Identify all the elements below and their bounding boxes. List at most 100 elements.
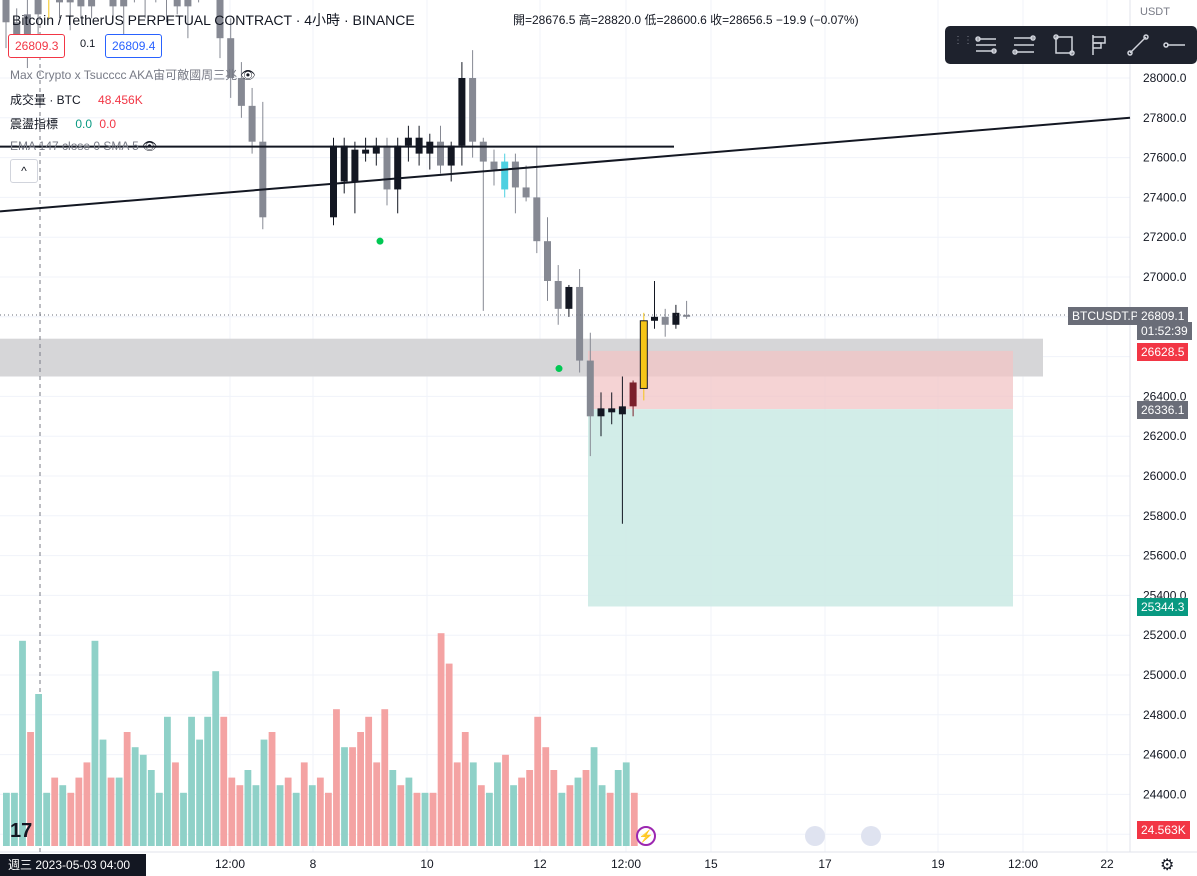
x-tick-label: 15 (704, 857, 718, 871)
volume-bar (453, 762, 461, 846)
volume-bar (518, 777, 525, 846)
long-position-icon[interactable] (1087, 32, 1113, 58)
currency-label[interactable]: USDT (1140, 6, 1170, 18)
volume-bar (308, 785, 316, 846)
volume-bar (349, 747, 356, 846)
volume-bar (91, 640, 99, 846)
volume-bar (341, 747, 348, 846)
symbol-title[interactable]: Bitcoin / TetherUS PERPETUAL CONTRACT · … (12, 12, 415, 28)
volume-bar (461, 732, 469, 846)
fib-retracement-icon[interactable] (1011, 32, 1037, 58)
tradingview-logo[interactable]: 17 (10, 820, 33, 842)
signal-dot (555, 365, 563, 373)
candle-body (2, 0, 10, 23)
volume-bar (381, 709, 389, 846)
hide-eye-icon[interactable]: 👁 (142, 139, 158, 153)
fib-channel-icon[interactable] (973, 32, 999, 58)
y-tick-label: 25000.0 (1143, 668, 1187, 682)
indicator-legend-1[interactable]: Max Crypto x Tsucccc AKA宙可敵國周三兆 👁 (10, 66, 256, 83)
indicator-legend-oscillator[interactable]: 震盪指標 0.0 0.0 (10, 115, 116, 132)
trend-line-icon[interactable] (1125, 32, 1151, 58)
volume-bar (405, 777, 413, 846)
x-tick-label: 10 (420, 857, 434, 871)
y-tick-label: 26000.0 (1143, 469, 1187, 483)
horizontal-ray-icon[interactable] (1161, 32, 1187, 58)
indicator-legend-ema[interactable]: EMA 147 close 0 SMA 5 👁 (10, 139, 157, 153)
volume-bar (469, 762, 477, 846)
signal-dot (376, 237, 384, 245)
gear-icon[interactable]: ⚙ (1160, 857, 1175, 874)
candle-body (216, 0, 224, 39)
volume-bar (574, 777, 582, 846)
volume-bar (236, 785, 244, 846)
hide-eye-icon[interactable]: 👁 (240, 68, 256, 82)
volume-bar (558, 792, 566, 846)
ema-label: EMA 147 close 0 SMA 5 (10, 139, 139, 153)
candle-body (351, 149, 359, 182)
y-tick-label: 25200.0 (1143, 628, 1187, 642)
volume-bar (421, 792, 429, 846)
sell-price-button[interactable]: 26809.3 (8, 34, 66, 58)
candle-body (629, 382, 637, 407)
volume-bar (35, 694, 42, 846)
y-tick-label: 27600.0 (1143, 151, 1187, 165)
indicator-legend-volume[interactable]: 成交量 · BTC 48.456K (10, 91, 143, 108)
candle-body (372, 145, 380, 154)
take-profit-zone (588, 409, 1013, 607)
volume-scale-label: 24.563K (1137, 821, 1190, 839)
volume-bar (316, 777, 324, 846)
volume-bar (268, 732, 276, 846)
volume-bar (75, 777, 83, 846)
lightning-event-icon[interactable]: ⚡ (636, 826, 656, 846)
x-tick-label: 12:00 (611, 857, 641, 871)
candle-body (522, 187, 530, 198)
candle-body (259, 141, 267, 218)
candle-body (34, 0, 42, 15)
candle-body (501, 161, 509, 190)
drawing-toolbar[interactable]: ⋮⋮ (945, 26, 1197, 64)
grip-icon[interactable]: ⋮⋮ (953, 35, 973, 46)
candle-body (404, 137, 412, 146)
volume-bar (477, 785, 485, 846)
volume-bar (252, 785, 260, 846)
x-tick-label: 12:00 (215, 857, 245, 871)
candle-body (639, 320, 648, 389)
collapse-legend-button[interactable]: ^ (10, 159, 38, 183)
y-tick-label: 27200.0 (1143, 230, 1187, 244)
volume-bar (212, 671, 220, 846)
candle-body (447, 145, 455, 166)
volume-bar (11, 792, 18, 846)
us-flag-event-icon[interactable] (805, 826, 825, 846)
candle-body (88, 0, 96, 7)
volume-bar (413, 792, 421, 846)
volume-bar (260, 739, 268, 846)
volume-bar (51, 777, 59, 846)
candle-body (77, 0, 85, 7)
volume-bar (622, 762, 630, 846)
buy-price-button[interactable]: 26809.4 (105, 34, 163, 58)
volume-bar (67, 792, 75, 846)
y-tick-label: 25600.0 (1143, 549, 1187, 563)
volume-bar (180, 792, 187, 846)
candle-body (120, 0, 128, 7)
us-flag-event-icon[interactable] (861, 826, 881, 846)
volume-bar (155, 792, 163, 846)
candle-body (683, 314, 691, 317)
volume-bar (83, 762, 91, 846)
target-price-label: 25344.3 (1137, 598, 1189, 616)
volume-bar (606, 792, 614, 846)
candle-body (66, 0, 74, 3)
volume-bar (292, 792, 300, 846)
oscillator-value-1: 0.0 (75, 117, 93, 131)
y-tick-label: 24600.0 (1143, 748, 1187, 762)
trend-line (0, 116, 1131, 213)
y-tick-label: 25800.0 (1143, 509, 1187, 523)
candle-body (340, 145, 348, 182)
stop-loss-zone (588, 350, 1013, 410)
rectangle-icon[interactable] (1051, 32, 1077, 58)
candle-body (109, 0, 117, 7)
bar-countdown: 01:52:39 (1137, 322, 1192, 340)
candle-body (490, 161, 498, 170)
candle-body (458, 78, 466, 146)
